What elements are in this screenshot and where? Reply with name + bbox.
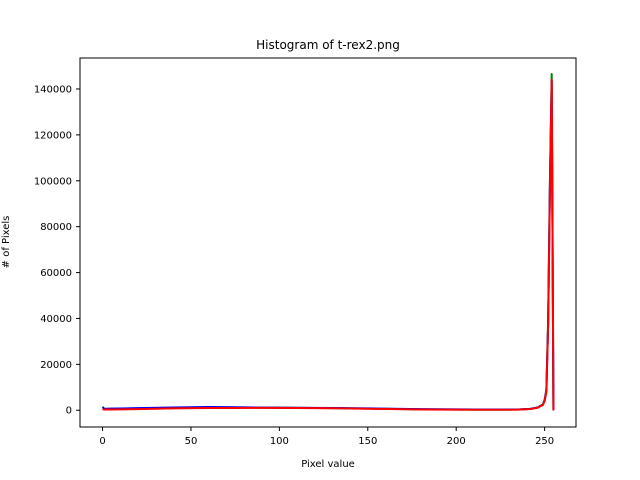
chart-title: Histogram of t-rex2.png: [256, 38, 400, 52]
y-tick-label: 60000: [40, 268, 72, 279]
x-tick-label: 50: [185, 436, 198, 447]
y-axis-label: # of Pixels: [1, 216, 12, 269]
axes-frame: [79, 57, 577, 428]
y-tick-label: 100000: [34, 176, 72, 187]
series-line-2: [102, 78, 555, 411]
x-axis-label: Pixel value: [301, 459, 355, 470]
x-tick-label: 100: [270, 436, 289, 447]
x-tick-label: 250: [535, 436, 554, 447]
y-tick-label: 140000: [34, 84, 72, 95]
y-tick-label: 0: [66, 406, 72, 417]
x-tick-label: 150: [358, 436, 377, 447]
x-axis: 0 50 100 150 200 250: [99, 427, 554, 447]
y-tick-label: 40000: [40, 314, 72, 325]
y-tick-label: 120000: [34, 130, 72, 141]
series-layer: [101, 73, 555, 411]
x-tick-label: 200: [447, 436, 466, 447]
y-tick-label: 80000: [40, 222, 72, 233]
x-tick-label: 0: [99, 436, 105, 447]
y-axis: 0 20000 40000 60000 80000 100000 120000 140000: [34, 84, 80, 417]
y-tick-label: 20000: [40, 360, 72, 371]
